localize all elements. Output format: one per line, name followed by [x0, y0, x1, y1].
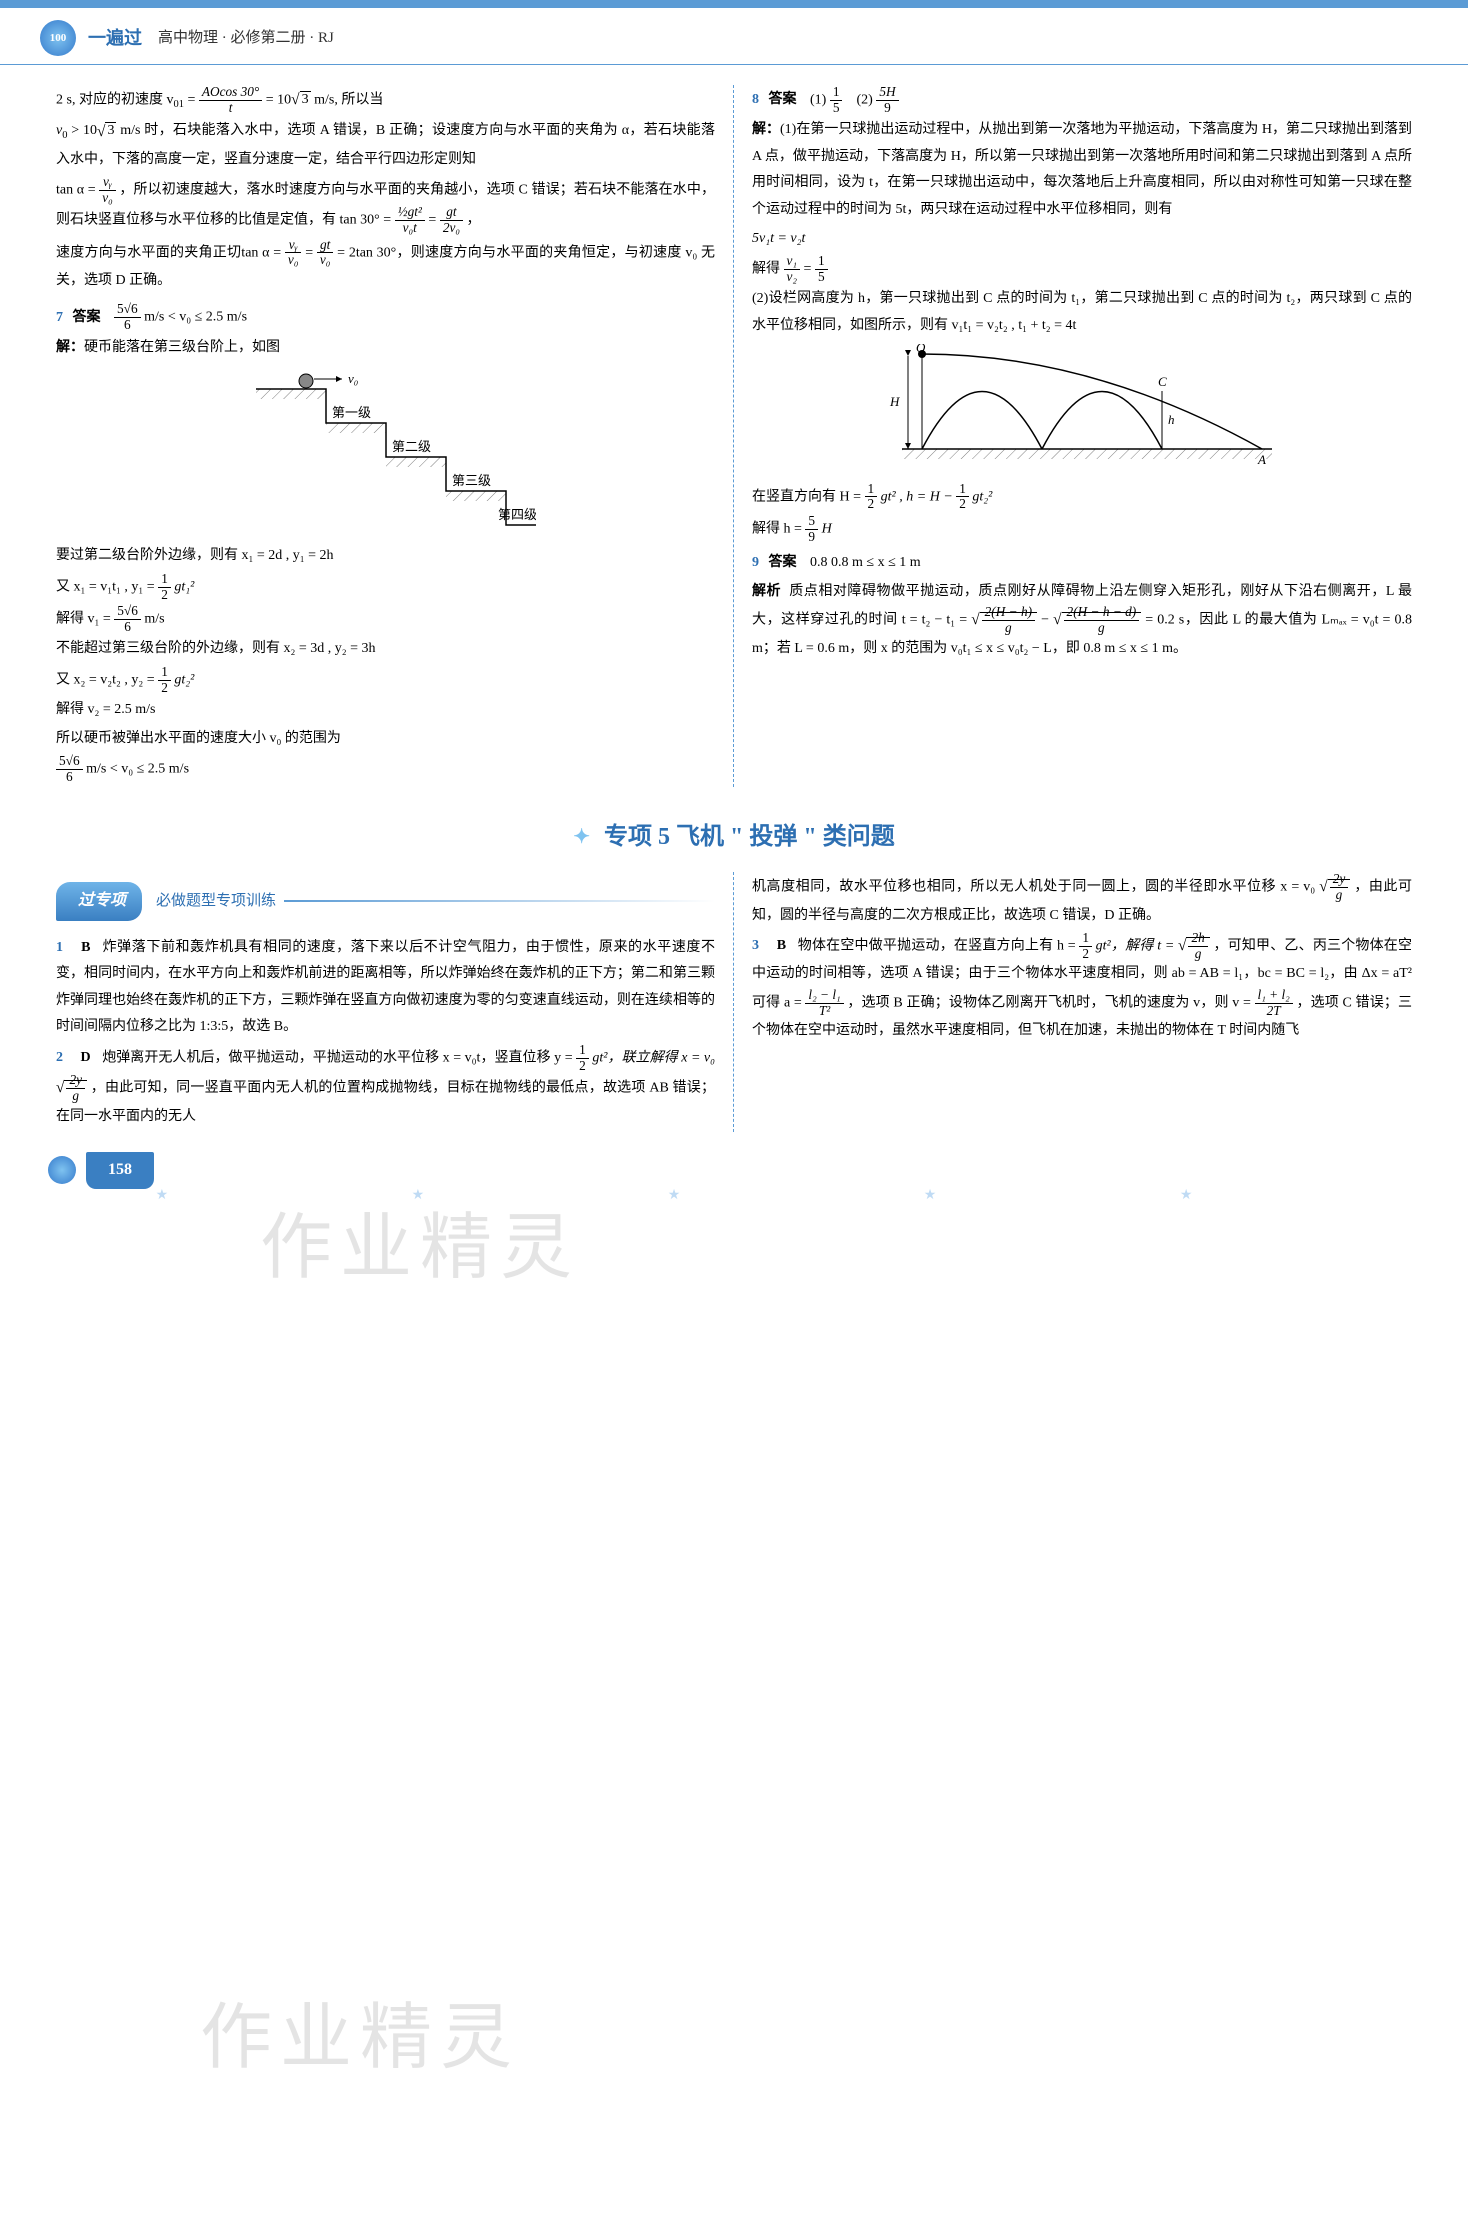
svg-text:h: h: [1168, 412, 1175, 427]
series-title: 一遍过: [88, 21, 142, 55]
book-title: 高中物理 · 必修第二册 · RJ: [158, 24, 334, 53]
right-column-lower: 机高度相同，故水平位移也相同，所以无人机处于同一圆上，圆的半径即水平位移 x =…: [734, 872, 1430, 1132]
footer-stars: ★ ★ ★ ★ ★: [0, 1183, 1468, 1207]
left-column-lower: 过专项 必做题型专项训练 1 B 炸弹落下前和轰炸机具有相同的速度，落下来以后不…: [38, 872, 734, 1132]
para: tan α = vᵧv₀ ，所以初速度越大，落水时速度方向与水平面的夹角越小，选…: [56, 175, 715, 236]
svg-text:A: A: [1257, 452, 1266, 467]
main-content-upper: 2 s, 对应的初速度 v01 = AOcos 30°t = 10√3 m/s,…: [0, 65, 1468, 797]
para: v0 > 10√3 m/s 时，石块能落入水中，选项 A 错误，B 正确；设速度…: [56, 117, 715, 173]
watermark: 作业精灵: [200, 1970, 520, 2107]
svg-text:第一级: 第一级: [332, 405, 371, 420]
q3: 3 B 物体在空中做平抛运动，在竖直方向上有 h = 12 gt²，解得 t =…: [752, 931, 1412, 1045]
para: 解得 h = 59 H: [752, 514, 1412, 544]
para: 所以硬币被弹出水平面的速度大小 v₀ 的范围为: [56, 726, 715, 753]
right-column: 8 答案 (1) 15 (2) 5H9 解：(1)在第一只球抛出运动过程中，从抛…: [734, 85, 1430, 787]
para: (2)设栏网高度为 h，第一只球抛出到 C 点的时间为 t₁，第二只球抛出到 C…: [752, 286, 1412, 339]
footer-logo-icon: [48, 1156, 76, 1184]
series-logo: 100: [40, 20, 76, 56]
divider-line: [284, 900, 715, 902]
svg-text:C: C: [1158, 374, 1167, 389]
subsection-header: 过专项 必做题型专项训练: [56, 882, 715, 920]
q7-solution-start: 解：硬币能落在第三级台阶上，如图: [56, 335, 715, 362]
q2: 2 D 炮弹离开无人机后，做平抛运动，平抛运动的水平位移 x = v₀t，竖直位…: [56, 1043, 715, 1130]
subsection-tab: 过专项: [56, 882, 142, 920]
para: 要过第二级台阶外边缘，则有 x₁ = 2d , y₁ = 2h: [56, 543, 715, 570]
para: 机高度相同，故水平位移也相同，所以无人机处于同一圆上，圆的半径即水平位移 x =…: [752, 872, 1412, 929]
para: 又 x₁ = v₁t₁ , y₁ = 12 gt₁²: [56, 572, 715, 602]
left-column: 2 s, 对应的初速度 v01 = AOcos 30°t = 10√3 m/s,…: [38, 85, 734, 787]
star-icon: ✦: [573, 818, 590, 856]
main-content-lower: 过专项 必做题型专项训练 1 B 炸弹落下前和轰炸机具有相同的速度，落下来以后不…: [0, 872, 1468, 1142]
page-header: 100 一遍过 高中物理 · 必修第二册 · RJ: [0, 8, 1468, 65]
svg-text:第三级: 第三级: [452, 473, 491, 488]
q7-answer-line: 7 答案 5√66 m/s < v₀ ≤ 2.5 m/s: [56, 302, 715, 332]
para: 解析 质点相对障碍物做平抛运动，质点刚好从障碍物上沿左侧穿入矩形孔，刚好从下沿右…: [752, 579, 1412, 662]
para: 在竖直方向有 H = 12 gt² , h = H − 12 gt₂²: [752, 482, 1412, 512]
para: 又 x₂ = v₂t₂ , y₂ = 12 gt₂²: [56, 665, 715, 695]
para: 2 s, 对应的初速度 v01 = AOcos 30°t = 10√3 m/s,…: [56, 85, 715, 115]
q8-answer-line: 8 答案 (1) 15 (2) 5H9: [752, 85, 1412, 115]
top-bar: [0, 0, 1468, 8]
svg-text:第二级: 第二级: [392, 439, 431, 454]
para: 解：(1)在第一只球抛出运动过程中，从抛出到第一次落地为平抛运动，下落高度为 H…: [752, 117, 1412, 223]
para: 解得 v₁ = 5√66 m/s: [56, 604, 715, 634]
q1: 1 B 炸弹落下前和轰炸机具有相同的速度，落下来以后不计空气阻力，由于惯性，原来…: [56, 935, 715, 1041]
para: 5√66 m/s < v₀ ≤ 2.5 m/s: [56, 754, 715, 784]
para: 解得 v₂ = 2.5 m/s: [56, 697, 715, 724]
equation: 5v₁t = v₂t: [752, 226, 1412, 253]
stairs-figure: v₀ 第一级 第二级 第三级 第四级: [236, 367, 536, 537]
bounce-diagram: O C A H h: [872, 344, 1292, 474]
para: 速度方向与水平面的夹角正切tan α = vᵧv₀ = gtv₀ = 2tan …: [56, 238, 715, 295]
section-5-title: ✦ 专项 5 飞机 " 投弹 " 类问题: [0, 815, 1468, 861]
svg-text:H: H: [889, 394, 900, 409]
q9-answer-line: 9 答案 0.8 0.8 m ≤ x ≤ 1 m: [752, 550, 1412, 577]
para: 不能超过第三级台阶的外边缘，则有 x₂ = 3d , y₂ = 3h: [56, 636, 715, 663]
subsection-label: 必做题型专项训练: [156, 887, 276, 916]
para: 解得 v₁v₂ = 15: [752, 254, 1412, 284]
svg-text:v₀: v₀: [348, 371, 358, 386]
svg-text:第四级: 第四级: [498, 507, 536, 522]
